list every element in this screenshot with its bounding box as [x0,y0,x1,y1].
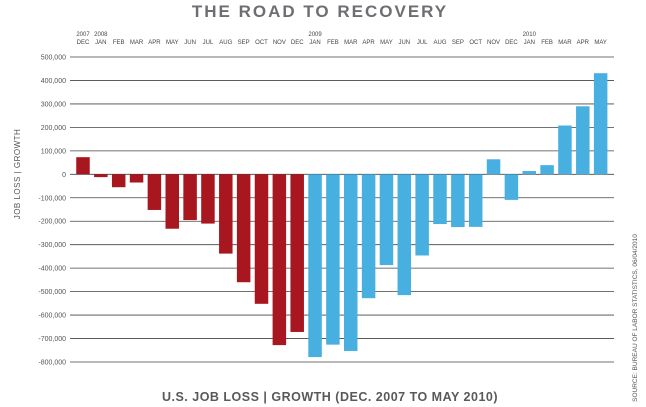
bar [76,157,90,175]
category-label: SEP [238,40,250,46]
bar [111,174,126,188]
category-label: MAR [558,40,572,46]
y-tick-labels: 500,000 400,000 300,000 200,000 100,000 0 -100… [38,55,66,367]
bar [94,174,108,178]
bar [576,106,590,175]
category-label: APR [362,40,375,46]
category-label: JUL [203,40,214,46]
bar [219,174,233,254]
bar [397,174,412,296]
category-label: JAN [309,40,320,46]
bar [308,174,322,358]
y-tick-label: -100,000 [38,195,66,202]
bar [290,174,304,332]
bar [468,174,483,227]
x-axis-label: U.S. JOB LOSS | GROWTH (DEC. 2007 TO MAY… [162,390,498,404]
category-label: MAY [380,40,393,46]
y-tick-label: 300,000 [41,101,66,108]
category-label: NOV [273,40,286,46]
bars [76,73,608,358]
bar [129,174,144,183]
year-label: 2008 [94,32,108,38]
year-labels: 2007 2008 2009 2010 [76,32,536,38]
bar [272,174,287,346]
category-label: MAY [166,40,179,46]
y-tick-label: 400,000 [41,78,66,85]
bar [201,174,215,224]
bar [236,174,251,283]
category-label: SEP [452,40,464,46]
category-label: MAY [594,40,607,46]
category-label: JUN [184,40,196,46]
bar [540,165,554,175]
bar [183,174,197,221]
category-label: FEB [541,40,553,46]
category-label: AUG [433,40,446,46]
y-tick-label: -200,000 [38,219,66,226]
bar [522,171,536,175]
category-labels: DEC JAN FEB MAR APR MAY JUN JUL AUG SEP OCT NOV DEC J… [77,40,607,46]
year-label: 2009 [308,32,322,38]
category-label: DEC [77,40,90,46]
chart-title: THE ROAD TO RECOVERY [192,2,448,21]
category-label: FEB [113,40,125,46]
bar [451,174,465,228]
y-tick-label: -500,000 [38,289,66,296]
bar [486,159,501,175]
y-tick-label: 500,000 [41,55,66,62]
y-tick-label: -700,000 [38,336,66,343]
bar [593,73,608,175]
category-label: JAN [524,40,535,46]
bar [361,174,376,299]
bar [344,174,358,351]
year-label: 2007 [76,32,90,38]
category-label: APR [577,40,590,46]
category-label: NOV [487,40,500,46]
category-label: MAR [130,40,144,46]
bar [415,174,429,256]
bar [254,174,269,304]
category-label: FEB [327,40,339,46]
y-tick-label: 200,000 [41,125,66,132]
bar [504,174,519,200]
category-label: MAR [344,40,358,46]
category-label: JAN [95,40,106,46]
category-label: JUN [398,40,410,46]
category-label: JUL [417,40,428,46]
source-note: SOURCE: BUREAU OF LABOR STATISTICS, 06/0… [632,234,639,402]
category-label: AUG [219,40,232,46]
category-label: OCT [255,40,268,46]
y-tick-label: -300,000 [38,242,66,249]
bar [147,174,162,210]
bar [326,174,340,345]
y-tick-label: -400,000 [38,266,66,273]
y-tick-label: 100,000 [41,148,66,155]
y-tick-label: -600,000 [38,313,66,320]
bar [433,174,447,225]
y-tick-label: -800,000 [38,360,66,367]
bar [558,125,572,175]
y-axis-label: JOB LOSS | GROWTH [13,129,22,220]
category-label: DEC [505,40,518,46]
category-label: DEC [291,40,304,46]
category-label: OCT [469,40,482,46]
bar [379,174,394,266]
year-label: 2010 [523,32,537,38]
bar [165,174,179,229]
category-label: APR [148,40,161,46]
y-tick-label: 0 [62,172,66,179]
